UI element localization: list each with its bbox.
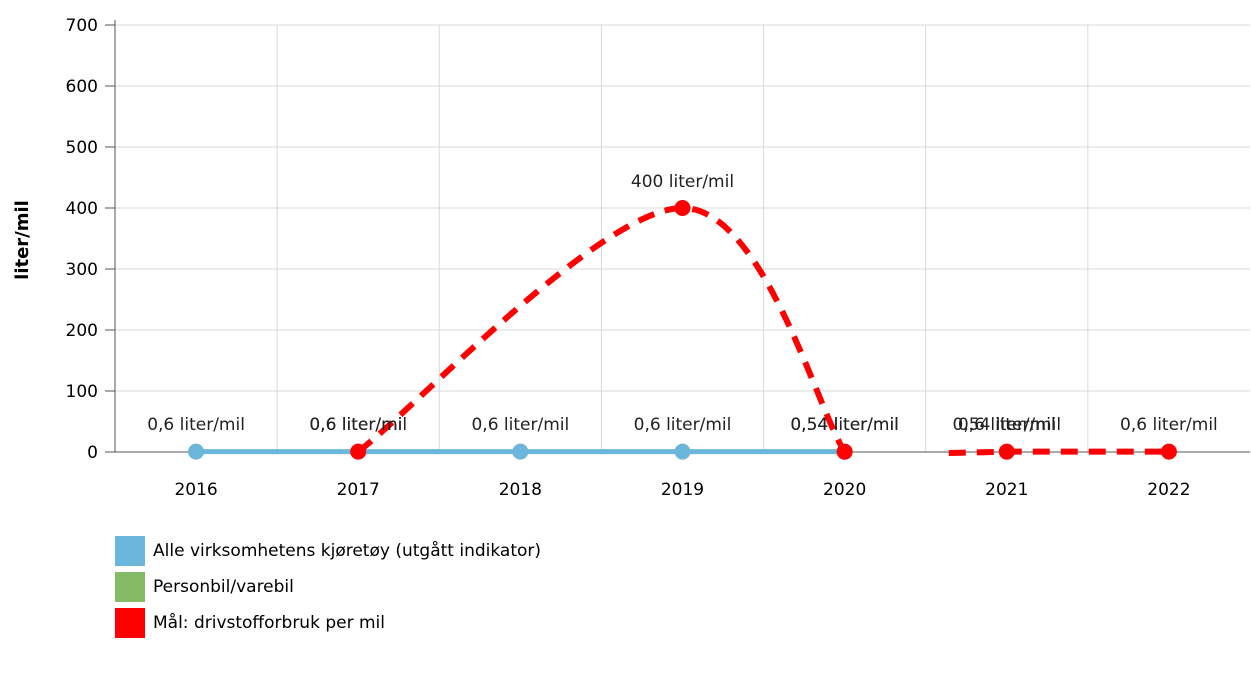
legend-label: Alle virksomhetens kjøretøy (utgått indi… bbox=[153, 541, 542, 561]
legend-label: Personbil/varebil bbox=[153, 577, 294, 597]
y-tick-label: 0 bbox=[87, 443, 98, 463]
y-tick-label: 500 bbox=[66, 138, 98, 158]
data-label-maal: 0,6 liter/mil bbox=[1120, 415, 1218, 435]
data-label-maal: 0,54 liter/mil bbox=[953, 415, 1062, 435]
point-maal-2020 bbox=[836, 443, 853, 460]
series-line-maal bbox=[356, 204, 848, 455]
data-label-maal: 0,54 liter/mil bbox=[790, 415, 899, 435]
legend-swatch bbox=[115, 536, 145, 566]
y-tick-label: 700 bbox=[66, 16, 98, 36]
x-tick-label: 2019 bbox=[661, 480, 704, 500]
data-label-alle-virksomhetens: 0,6 liter/mil bbox=[471, 415, 569, 435]
legend-swatch bbox=[115, 572, 145, 602]
series-layer bbox=[188, 200, 1177, 460]
y-tick-label: 300 bbox=[66, 260, 98, 280]
legend-item-alle-virksomhetens[interactable]: Alle virksomhetens kjøretøy (utgått indi… bbox=[115, 536, 541, 566]
x-tick-label: 2022 bbox=[1147, 480, 1190, 500]
point-alle-virksomhetens-2019 bbox=[674, 443, 691, 460]
y-axis-label: liter/mil bbox=[12, 200, 33, 280]
point-maal-2022 bbox=[1160, 443, 1177, 460]
data-label-alle-virksomhetens: 0,54 liter/mil bbox=[790, 415, 899, 435]
x-tick-label: 2016 bbox=[174, 480, 217, 500]
grid bbox=[115, 24, 1250, 452]
data-label-maal: 0,6 liter/mil bbox=[309, 415, 407, 435]
legend-swatch bbox=[115, 608, 145, 638]
data-label-maal: 400 liter/mil bbox=[631, 172, 734, 192]
x-tick-label: 2018 bbox=[499, 480, 542, 500]
axes: 0 100 200 300 400 500 600 700 2016 2017 2018 2019 20… bbox=[66, 16, 1250, 500]
y-tick-label: 400 bbox=[66, 199, 98, 219]
point-alle-virksomhetens-2018 bbox=[512, 443, 529, 460]
legend-item-personbil[interactable]: Personbil/varebil bbox=[115, 572, 541, 602]
data-label-alle-virksomhetens: 0,6 liter/mil bbox=[309, 415, 407, 435]
data-label-alle-virksomhetens: 0,6 liter/mil bbox=[147, 415, 245, 435]
y-tick-label: 100 bbox=[66, 382, 98, 402]
y-tick-label: 600 bbox=[66, 77, 98, 97]
x-tick-label: 2021 bbox=[985, 480, 1028, 500]
data-labels: 0,6 liter/mil 0,6 liter/mil 0,6 liter/mil 0… bbox=[147, 172, 1218, 435]
x-tick-label: 2017 bbox=[337, 480, 380, 500]
point-maal-2021 bbox=[998, 443, 1015, 460]
point-alle-virksomhetens-2016 bbox=[188, 443, 205, 460]
point-maal-2019 bbox=[674, 200, 691, 216]
y-tick-label: 200 bbox=[66, 321, 98, 341]
chart-svg: 0 100 200 300 400 500 600 700 2016 2017 2018 2019 20… bbox=[12, 16, 1250, 500]
data-label-personbil: 0,6 liter/mil bbox=[958, 415, 1056, 435]
legend-item-maal[interactable]: Mål: drivstofforbruk per mil bbox=[115, 608, 541, 638]
data-label-alle-virksomhetens: 0,6 liter/mil bbox=[634, 415, 732, 435]
x-tick-label: 2020 bbox=[823, 480, 866, 500]
legend-label: Mål: drivstofforbruk per mil bbox=[153, 613, 385, 633]
point-maal-2017 bbox=[350, 443, 367, 460]
legend: Alle virksomhetens kjøretøy (utgått indi… bbox=[115, 536, 541, 644]
